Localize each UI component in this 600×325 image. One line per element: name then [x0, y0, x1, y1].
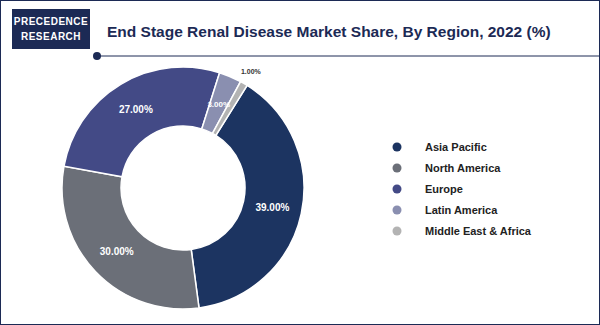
data-label: 27.00%	[119, 104, 153, 115]
frame	[1, 1, 600, 325]
legend-label: Middle East & Africa	[425, 225, 532, 237]
slice	[62, 166, 199, 309]
legend-label: Asia Pacific	[425, 141, 487, 153]
logo-box	[12, 9, 90, 49]
legend-swatch	[393, 143, 402, 152]
legend-label: Latin America	[425, 204, 498, 216]
chart-root: PRECEDENCE RESEARCH End Stage Renal Diseas…	[0, 0, 600, 325]
title-rule	[97, 56, 600, 57]
legend-swatch	[393, 227, 402, 236]
legend-label: Europe	[425, 183, 463, 195]
data-label: 30.00%	[100, 246, 134, 257]
data-label: 1.00%	[241, 68, 262, 75]
data-labels: 39.00% 30.00% 27.00% 3.00% 1.00%	[100, 68, 290, 257]
data-label: 3.00%	[207, 100, 230, 109]
title: End Stage Renal Disease Market Share, By…	[107, 23, 551, 40]
title-rule-dot	[93, 52, 101, 60]
slices	[62, 67, 304, 309]
legend-label: North America	[425, 162, 501, 174]
slice	[64, 67, 220, 177]
data-label: 39.00%	[255, 202, 289, 213]
legend-swatch	[393, 185, 402, 194]
chart-svg: PRECEDENCE RESEARCH End Stage Renal Diseas…	[0, 0, 600, 325]
logo-text: RESEARCH	[21, 31, 81, 42]
legend-swatch	[393, 164, 402, 173]
legend: Asia Pacific North America Europe Latin Ame…	[393, 141, 532, 237]
logo-text: PRECEDENCE	[14, 16, 88, 27]
legend-swatch	[393, 206, 402, 215]
